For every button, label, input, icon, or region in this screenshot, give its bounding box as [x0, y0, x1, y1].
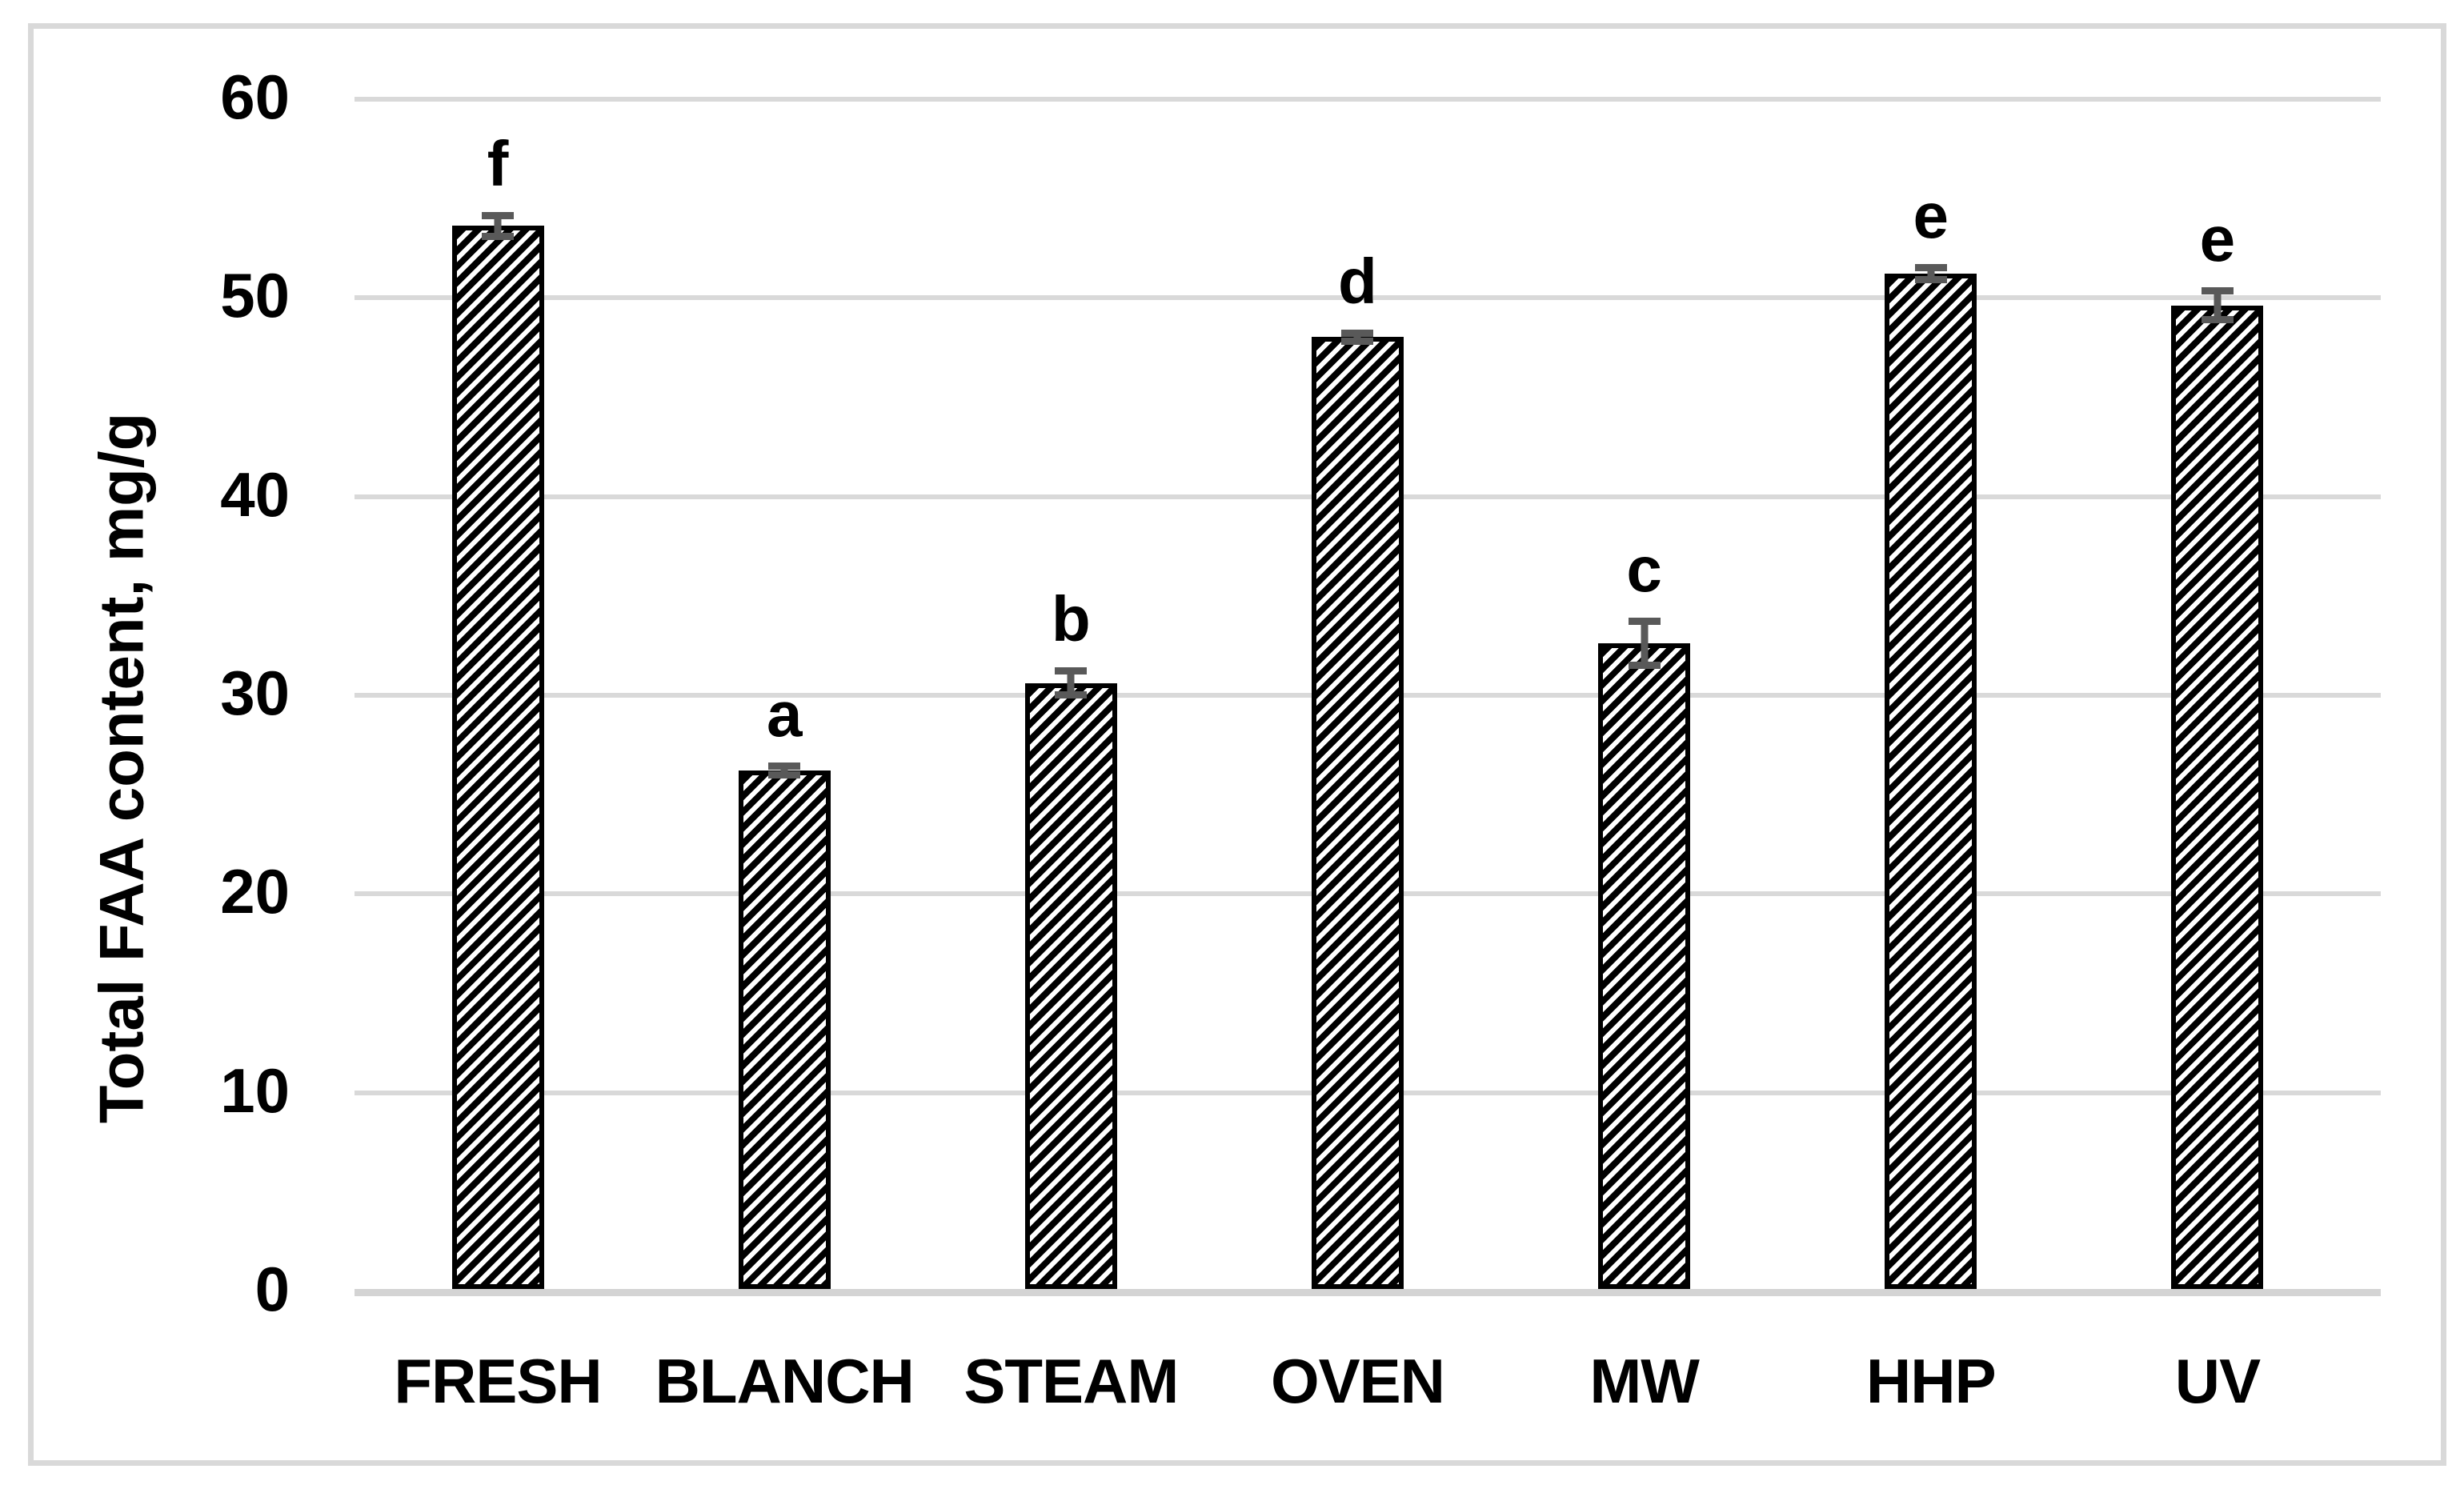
error-bar-mw	[1628, 617, 1661, 670]
significance-letter-uv: e	[2199, 203, 2236, 275]
y-tick-label: 30	[220, 658, 290, 728]
bar-slot-fresh: f	[355, 97, 641, 1289]
category-label-oven: OVEN	[1270, 1346, 1445, 1416]
y-tick-label: 20	[220, 856, 290, 927]
y-tick-label: 10	[220, 1055, 290, 1126]
x-axis-line	[355, 1289, 2381, 1296]
bar-mw	[1598, 642, 1691, 1289]
error-cap-bottom	[1341, 338, 1374, 346]
significance-letter-blanch: a	[766, 678, 803, 750]
bar-slot-oven: d	[1214, 97, 1500, 1289]
bar-slot-blanch: a	[641, 97, 928, 1289]
bar-uv	[2171, 305, 2264, 1289]
error-cap-bottom	[1914, 276, 1947, 284]
error-bar-hhp	[1914, 263, 1947, 284]
bar-slot-uv: e	[2074, 97, 2361, 1289]
y-tick-label: 40	[220, 458, 290, 530]
error-bar-uv	[2201, 287, 2234, 324]
error-stem	[1641, 617, 1649, 670]
error-cap-bottom	[768, 771, 801, 779]
bars-layer: f a b d c e e	[355, 97, 2361, 1289]
bar-slot-hhp: e	[1788, 97, 2074, 1289]
bar-steam	[1024, 682, 1117, 1289]
error-stem	[1353, 329, 1361, 346]
significance-letter-fresh: f	[487, 128, 509, 200]
y-tick-label: 0	[254, 1254, 290, 1324]
error-bar-oven	[1341, 329, 1374, 346]
category-label-uv: UV	[2174, 1346, 2261, 1416]
bar-fresh	[451, 226, 544, 1289]
bar-hhp	[1885, 274, 1977, 1289]
significance-letter-mw: c	[1626, 533, 1662, 605]
category-label-fresh: FRESH	[394, 1346, 602, 1416]
error-stem	[494, 212, 502, 240]
bar-oven	[1311, 337, 1404, 1289]
error-stem	[1927, 263, 1935, 284]
y-tick-label: 60	[220, 62, 290, 132]
error-cap-bottom	[2201, 316, 2234, 324]
category-label-steam: STEAM	[964, 1346, 1179, 1416]
category-label-hhp: HHP	[1865, 1346, 1997, 1416]
error-stem	[2214, 287, 2222, 324]
gridline	[355, 295, 2381, 301]
error-bar-fresh	[482, 212, 515, 240]
bar-slot-mw: c	[1501, 97, 1788, 1289]
x-axis-category-labels: FRESH BLANCH STEAM OVEN MW HHP UV	[355, 1347, 2361, 1415]
error-cap-bottom	[1628, 662, 1661, 670]
significance-letter-oven: d	[1338, 245, 1377, 317]
error-bar-steam	[1055, 666, 1088, 699]
error-cap-bottom	[482, 232, 515, 240]
significance-letter-steam: b	[1051, 582, 1091, 654]
error-cap-bottom	[1055, 691, 1088, 699]
error-stem	[780, 762, 788, 779]
significance-letter-hhp: e	[1913, 179, 1949, 251]
error-bar-blanch	[768, 762, 801, 779]
bar-blanch	[738, 770, 831, 1289]
gridline	[355, 97, 2381, 102]
category-label-mw: MW	[1589, 1346, 1700, 1416]
category-label-blanch: BLANCH	[655, 1346, 915, 1416]
chart-frame	[28, 23, 2446, 1466]
y-tick-label: 50	[220, 260, 290, 331]
bar-slot-steam: b	[928, 97, 1214, 1289]
error-stem	[1067, 666, 1075, 699]
